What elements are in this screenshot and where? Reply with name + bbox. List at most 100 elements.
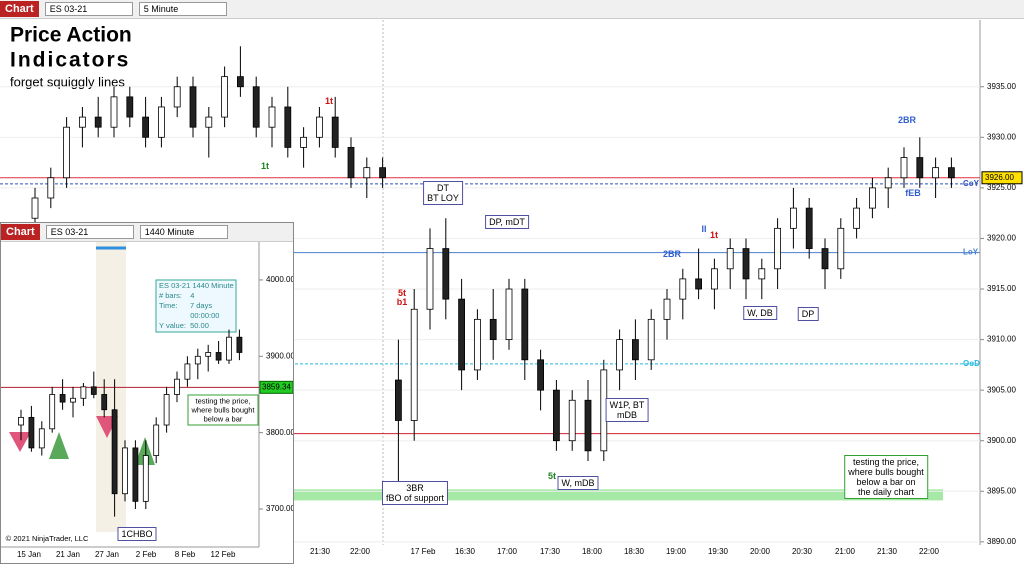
candle-body <box>568 399 576 442</box>
candle-body <box>853 207 860 229</box>
y-tick-label: 3900.00 <box>987 436 1016 445</box>
annotation-line: the daily chart <box>857 487 915 497</box>
level-label: CoY <box>963 179 980 188</box>
level-label: LoY <box>963 248 979 257</box>
candle-body <box>59 394 66 403</box>
annotation-line: mDB <box>616 410 637 420</box>
candle-body <box>331 116 339 148</box>
annotation: W, DB <box>743 306 777 320</box>
info-line: Y value: 50.00 <box>159 321 209 330</box>
candle-body <box>758 268 766 280</box>
candle-body <box>31 197 39 219</box>
price-label: 3926.00 <box>985 173 1014 182</box>
candle-body <box>157 106 165 138</box>
info-line: 00:00:00 <box>159 311 219 320</box>
annotation: testing the price, where bulls bought belo… <box>187 394 259 426</box>
candle-body <box>347 147 355 179</box>
candle-body <box>711 268 718 290</box>
y-tick-label: 3700.00 <box>266 504 293 513</box>
candle-body <box>394 379 402 421</box>
copyright: © 2021 NinjaTrader, LLC <box>5 534 89 543</box>
candle-body <box>932 167 939 179</box>
candle-body <box>49 394 56 430</box>
candle-body <box>110 96 118 128</box>
tab[interactable]: Chart <box>1 224 40 240</box>
daily-chart: 3700.00 3800.00 3900.00 4000.00 15 Jan 21 Jan… <box>1 242 293 559</box>
candle-body <box>916 157 924 179</box>
candle-body <box>426 248 434 310</box>
candle-body <box>379 167 387 179</box>
daily-window: Chart ES 03-21 1440 Minute 3700.00 3800.0… <box>0 222 294 564</box>
arrow <box>135 437 155 465</box>
instrument-select[interactable]: ES 03-21 <box>44 2 133 16</box>
interval-select[interactable]: 5 Minute <box>138 2 227 16</box>
instrument-select[interactable]: ES 03-21 <box>45 225 134 239</box>
candle-body <box>473 318 481 371</box>
interval-select[interactable]: 1440 Minute <box>139 225 228 239</box>
candle-body <box>184 363 191 380</box>
y-tick-label: 3910.00 <box>987 335 1016 344</box>
candle-body <box>63 126 70 179</box>
x-tick-label: 17:00 <box>497 547 518 556</box>
candle-body <box>553 389 560 442</box>
annotation-line: 1t <box>324 96 334 106</box>
candle-body <box>774 227 781 270</box>
annotation-line: where bulls bought <box>848 467 924 477</box>
candle-body <box>142 455 149 502</box>
annotation: 1t <box>325 96 333 106</box>
annotation: W, mDB <box>557 476 599 490</box>
y-tick-label: 3890.00 <box>987 537 1016 546</box>
candle-body <box>948 167 955 179</box>
candle-body <box>837 227 845 270</box>
candle-body <box>126 96 134 118</box>
candle-body <box>616 339 623 371</box>
annotation: testing the price, where bulls bought belo… <box>844 455 928 499</box>
x-tick-label: 18:30 <box>624 547 645 556</box>
candle-body <box>38 428 45 449</box>
candle-body <box>47 177 55 199</box>
candle-body <box>142 116 150 138</box>
annotation-line: where bulls bought <box>191 405 255 415</box>
x-tick-label: 17:30 <box>540 547 561 556</box>
candle-body <box>821 248 829 270</box>
annotation: 2BR <box>898 115 916 125</box>
candle-body <box>315 116 323 138</box>
annotation-line: below a bar <box>203 414 243 424</box>
x-tick-label: 21:30 <box>310 547 331 556</box>
candle-body <box>869 187 876 209</box>
candle-body <box>90 386 97 395</box>
candle-body <box>18 416 24 426</box>
tab[interactable]: Chart <box>0 1 39 17</box>
level-label: OoD <box>963 359 980 368</box>
candle-body <box>80 386 87 399</box>
annotation-line: 2BR <box>662 249 682 259</box>
candle-body <box>70 397 76 403</box>
x-tick-label: 22:00 <box>919 547 940 556</box>
candle-body <box>363 167 371 179</box>
candle-body <box>132 447 139 502</box>
candle-body <box>900 157 908 179</box>
annotation-line: BT LOY <box>427 193 459 203</box>
x-tick-label: 20:30 <box>792 547 813 556</box>
price-label-box <box>981 171 1023 185</box>
annotation: 2BR <box>663 249 681 259</box>
info-line: Time: 7 days <box>159 301 212 310</box>
annotation: II <box>701 224 706 234</box>
info-box <box>155 279 237 333</box>
candle-body <box>94 116 102 128</box>
arrow <box>49 432 69 459</box>
x-tick-label: 19:30 <box>708 547 729 556</box>
x-tick-label: 16:30 <box>455 547 476 556</box>
label: 1CHBO <box>117 527 157 541</box>
x-tick-label: 21:00 <box>835 547 856 556</box>
annotation-line: 1t <box>709 230 719 240</box>
candle-body <box>726 248 734 270</box>
annotation: 1t <box>261 161 269 171</box>
candle-body <box>537 359 544 391</box>
annotation-line: 2BR <box>897 115 917 125</box>
candle-body <box>679 278 687 300</box>
annotation-line: b1 <box>396 297 408 307</box>
candle-body <box>884 177 892 189</box>
candle-body <box>163 394 170 426</box>
annotation-line: fEB <box>905 188 921 198</box>
